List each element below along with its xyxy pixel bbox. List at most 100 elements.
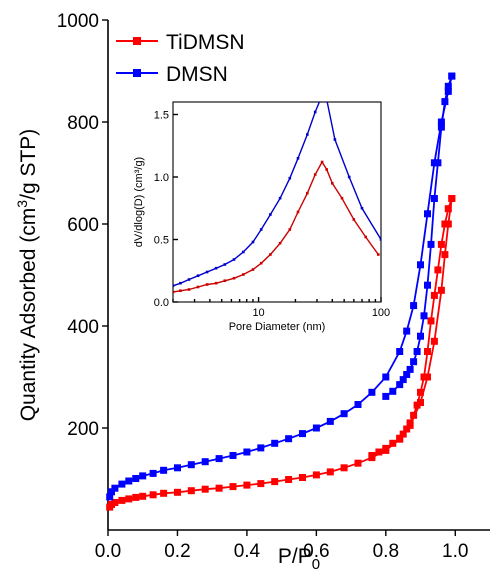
- inset-dmsn-point: [319, 98, 322, 101]
- dmsn-desorption-point: [444, 82, 452, 90]
- inset-dmsn-point: [232, 258, 236, 261]
- dmsn-adsorption-point: [118, 480, 126, 488]
- dmsn-desorption-point: [427, 240, 435, 248]
- inset-tidmsn-point: [296, 210, 300, 214]
- tidmsn-adsorption-point: [441, 251, 449, 259]
- dmsn-adsorption-point: [215, 455, 223, 463]
- tidmsn-desorption-point: [437, 240, 445, 248]
- dmsn-adsorption-point: [139, 472, 147, 480]
- inset-tidmsn-point: [377, 253, 380, 256]
- tidmsn-adsorption-point: [285, 476, 293, 483]
- inset-tidmsn-point: [278, 241, 282, 245]
- inset-y-tick-label: 0.0: [154, 297, 169, 309]
- tidmsn-desorption-point: [368, 452, 376, 459]
- dmsn-adsorption-point: [326, 417, 334, 425]
- dmsn-desorption-point: [413, 348, 421, 355]
- inset-dmsn-point: [173, 284, 175, 287]
- dmsn-desorption-point: [420, 312, 428, 320]
- dmsn-desorption-point: [389, 387, 397, 395]
- tidmsn-adsorption-point: [243, 481, 251, 489]
- inset-tidmsn-point: [306, 191, 309, 195]
- tidmsn-desorption-point: [413, 401, 421, 409]
- inset-dmsn-point: [313, 110, 317, 114]
- dmsn-adsorption-point: [285, 435, 293, 443]
- dmsn-adsorption-point: [396, 348, 404, 355]
- dmsn-adsorption-point: [149, 469, 157, 477]
- inset-dmsn-point: [196, 274, 200, 277]
- inset-dmsn-point: [347, 175, 351, 179]
- tidmsn-adsorption-point: [271, 478, 279, 486]
- legend-label-dmsn: DMSN: [166, 63, 228, 86]
- inset-tidmsn-point: [187, 288, 191, 291]
- inset-dmsn-point: [187, 278, 191, 281]
- tidmsn-adsorption-point: [299, 474, 306, 481]
- inset-tidmsn-point: [364, 235, 367, 239]
- dmsn-adsorption-point: [354, 401, 362, 408]
- tidmsn-adsorption-point: [187, 487, 195, 495]
- tidmsn-adsorption-point: [430, 337, 438, 345]
- inset-tidmsn-line: [173, 160, 379, 293]
- inset-x-tick-label: 10: [252, 307, 264, 319]
- inset-tidmsn-point: [313, 173, 317, 176]
- tidmsn-desorption-point: [448, 195, 456, 202]
- inset-series-group: [173, 98, 381, 294]
- tidmsn-adsorption-point: [174, 488, 181, 496]
- dmsn-adsorption-point: [160, 466, 168, 474]
- legend-marker-dmsn: [133, 69, 141, 77]
- dmsn-desorption-point: [410, 358, 418, 366]
- dmsn-adsorption-point: [444, 87, 452, 95]
- dmsn-adsorption-point: [174, 464, 181, 472]
- dmsn-adsorption-point: [201, 458, 209, 466]
- inset-dmsn-point: [205, 270, 209, 274]
- main-x-axis-title: P/P0: [278, 545, 320, 573]
- dmsn-adsorption-point: [132, 475, 140, 482]
- inset-dmsn-point: [179, 281, 182, 285]
- inset-tidmsn-point: [320, 160, 324, 164]
- inset-dmsn-point: [296, 157, 300, 160]
- dmsn-adsorption-point: [368, 388, 376, 396]
- legend-label-tidmsn: TiDMSN: [166, 31, 245, 54]
- tidmsn-adsorption-point: [118, 496, 126, 504]
- dmsn-adsorption-point: [108, 488, 115, 496]
- main-y-axis-title: Quantity Adsorbed (cm3/g STP): [14, 129, 40, 422]
- inset-dmsn-point: [278, 196, 282, 200]
- inset-tidmsn-point: [196, 285, 200, 289]
- tidmsn-adsorption-point: [257, 480, 265, 488]
- dmsn-desorption-point: [396, 381, 404, 389]
- main-y-axis-title-post: /g STP): [17, 129, 40, 200]
- dmsn-desorption-point: [403, 371, 411, 378]
- dmsn-adsorption-point: [424, 210, 431, 218]
- main-y-tick-label: 200: [67, 419, 99, 440]
- inset-tidmsn-point: [214, 281, 218, 285]
- dmsn-adsorption-point: [229, 452, 237, 459]
- dmsn-adsorption-point: [382, 373, 390, 381]
- dmsn-desorption-point: [424, 281, 431, 289]
- main-x-tick-label: 0.2: [164, 541, 190, 562]
- inset-plot: 10 100 0.0 0.5 1.0 1.5 Pore Diameter (nm) dV/dl…: [133, 98, 390, 333]
- tidmsn-desorption-point: [399, 430, 407, 438]
- inset-dmsn-point: [325, 98, 328, 101]
- tidmsn-desorption-point: [417, 388, 424, 396]
- inset-y-tick-label: 0.5: [154, 235, 169, 247]
- dmsn-adsorption-point: [403, 327, 411, 335]
- tidmsn-adsorption-point: [149, 491, 157, 499]
- inset-tidmsn-point: [325, 168, 328, 171]
- dmsn-adsorption-point: [312, 424, 320, 432]
- tidmsn-desorption-point: [430, 291, 438, 299]
- tidmsn-adsorption-point: [215, 484, 223, 492]
- inset-tidmsn-point: [259, 261, 263, 265]
- inset-tidmsn-point: [340, 196, 344, 200]
- inset-dmsn-point: [242, 250, 245, 254]
- inset-tidmsn-point: [179, 289, 182, 292]
- tidmsn-desorption-point: [427, 317, 435, 325]
- inset-tidmsn-point: [223, 279, 227, 282]
- dmsn-desorption-point: [448, 72, 456, 80]
- tidmsn-desorption-point: [406, 419, 414, 427]
- main-y-tick-label: 1000: [57, 11, 99, 32]
- tidmsn-adsorption-point: [132, 493, 140, 501]
- inset-tidmsn-point: [352, 218, 356, 221]
- tidmsn-adsorption-point: [201, 485, 209, 493]
- legend-marker-tidmsn: [133, 37, 141, 45]
- inset-x-tick-label: 100: [372, 307, 390, 319]
